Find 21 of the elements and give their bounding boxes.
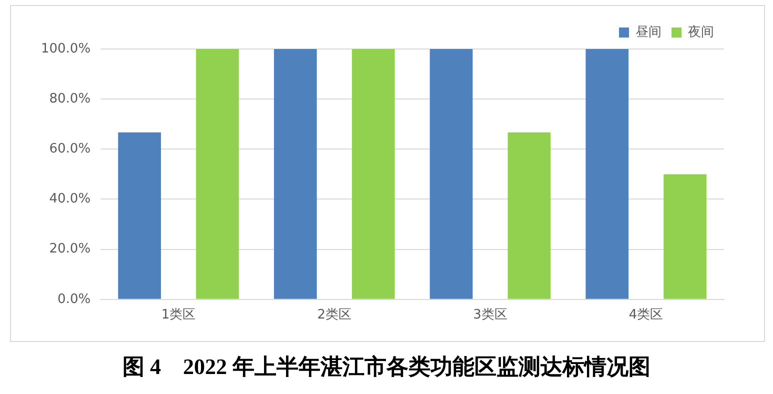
bar — [274, 49, 317, 299]
bar — [196, 49, 239, 299]
bar — [352, 49, 395, 299]
bar — [586, 49, 629, 299]
legend-label: 夜间 — [688, 24, 714, 40]
y-tick-label: 40.0% — [49, 192, 91, 207]
bar — [118, 132, 161, 299]
x-tick-label: 4类区 — [628, 308, 664, 323]
bar — [430, 49, 473, 299]
y-tick-label: 60.0% — [49, 142, 91, 157]
y-tick-label: 80.0% — [49, 91, 91, 106]
x-tick-label: 2类区 — [317, 308, 352, 323]
text: 图 4 2022 年上半年湛江市各类功能区监测达标情况图 — [122, 353, 652, 381]
x-tick-label: 3类区 — [473, 308, 508, 323]
y-tick-label: 20.0% — [49, 242, 91, 257]
y-tick-label: 0.0% — [58, 292, 91, 307]
bar — [508, 132, 551, 299]
y-tick-label: 100.0% — [40, 41, 91, 56]
bar — [664, 174, 706, 299]
legend-label: 昼间 — [636, 24, 662, 40]
x-tick-label: 1类区 — [161, 308, 196, 323]
